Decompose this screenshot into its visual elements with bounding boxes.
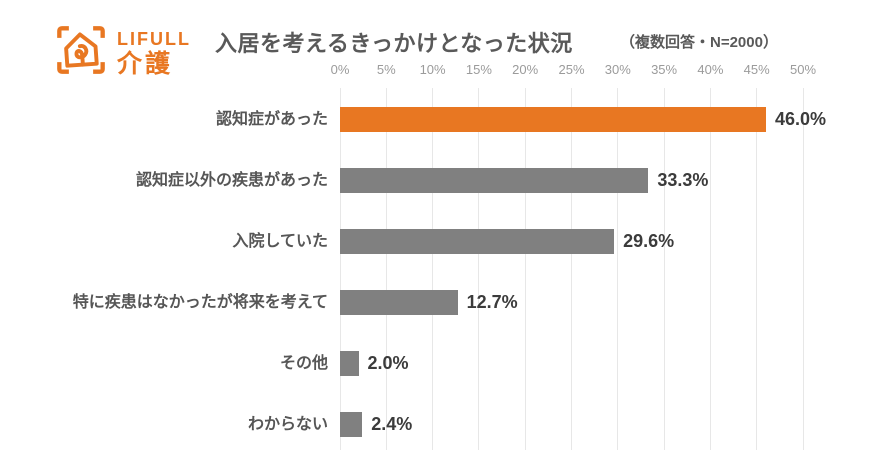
x-axis-tick-label: 40%	[697, 62, 724, 77]
category-label: わからない	[247, 416, 328, 433]
category-label: 認知症があった	[215, 111, 328, 128]
value-label: 33.3%	[657, 170, 709, 190]
bracket-top-left	[57, 26, 69, 38]
bar	[340, 107, 766, 132]
bar	[340, 229, 615, 254]
x-axis-tick-label: 5%	[376, 62, 396, 77]
bar	[340, 290, 458, 315]
value-label: 2.4%	[371, 414, 413, 434]
gridline	[385, 88, 387, 450]
gridline	[339, 88, 341, 450]
x-axis-tick-label: 30%	[604, 62, 631, 77]
x-axis-tick-label: 25%	[558, 62, 585, 77]
gridline	[756, 88, 758, 450]
logo-text: LIFULL 介護	[117, 24, 191, 77]
lifull-house-icon	[57, 26, 105, 74]
category-label: 認知症以外の疾患があった	[135, 172, 328, 189]
sample-size-note: （複数回答・N=2000）	[620, 34, 778, 51]
value-label: 12.7%	[466, 292, 518, 312]
bracket-bottom-left	[57, 62, 69, 74]
gridline	[802, 88, 804, 450]
x-axis-tick-label: 15%	[465, 62, 492, 77]
value-label: 29.6%	[623, 231, 675, 251]
x-axis-tick-label: 10%	[419, 62, 446, 77]
gridline	[478, 88, 480, 450]
gridline	[524, 88, 526, 450]
logo-service-text: 介護	[117, 50, 174, 78]
gridline	[571, 88, 572, 450]
x-axis-tick-label: 50%	[789, 62, 817, 77]
gridline	[432, 88, 434, 450]
bar	[340, 412, 363, 437]
x-axis-tick-label: 35%	[651, 62, 678, 77]
x-axis-tick-label: 45%	[743, 62, 770, 77]
gridline	[663, 88, 665, 450]
x-axis-tick-label: 20%	[512, 62, 539, 77]
bar	[340, 351, 359, 376]
gridline	[617, 88, 619, 450]
bracket-bottom-right	[93, 62, 105, 74]
lifull-kaigo-logo: LIFULL 介護	[55, 24, 191, 77]
value-label: 46.0%	[774, 109, 826, 129]
x-axis-tick-label: 0%	[330, 62, 350, 77]
logo-brand-text: LIFULL	[117, 29, 191, 49]
chart-title: 入居を考えるきっかけとなった状況	[215, 31, 573, 56]
gridline	[709, 88, 711, 450]
bar	[340, 168, 649, 193]
bracket-top-right	[93, 26, 105, 38]
category-label: その他	[279, 355, 328, 372]
category-label: 入院していた	[232, 233, 328, 250]
house-swirl	[74, 44, 89, 67]
category-label: 特に疾患はなかったが将来を考えて	[72, 294, 328, 311]
value-label: 2.0%	[367, 353, 409, 373]
